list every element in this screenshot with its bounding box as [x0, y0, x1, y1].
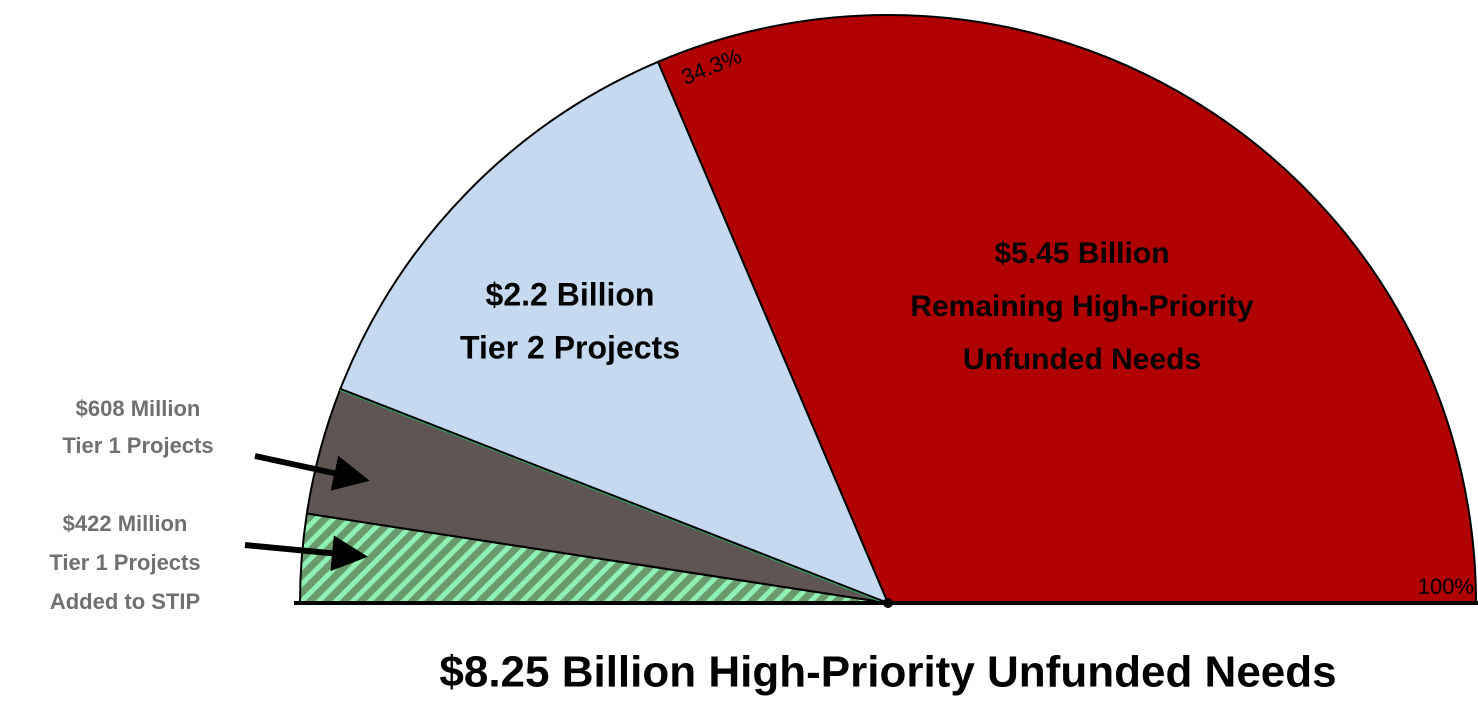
- category-label: Tier 1 Projects: [62, 433, 213, 458]
- wedges: [298, 14, 1478, 605]
- category-label: Remaining High-Priority: [910, 290, 1254, 323]
- arrow: [254, 453, 370, 491]
- category-label: Unfunded Needs: [963, 343, 1201, 376]
- wedge: [656, 14, 1478, 604]
- annotation: 100%: [1418, 574, 1474, 599]
- category-label: Added to STIP: [50, 589, 200, 614]
- wedge: [339, 60, 890, 605]
- category-label: Tier 2 Projects: [460, 329, 680, 365]
- category-label: Tier 1 Projects: [49, 550, 200, 575]
- value-label: $5.45 Billion: [994, 237, 1169, 270]
- value-label: $422 Million: [63, 511, 188, 536]
- value-label: $2.2 Billion: [486, 276, 655, 312]
- value-label: $608 Million: [76, 396, 201, 421]
- arrow: [244, 535, 368, 572]
- center-dot: [883, 598, 893, 608]
- chart-title: $8.25 Billion High-Priority Unfunded Nee…: [439, 648, 1336, 697]
